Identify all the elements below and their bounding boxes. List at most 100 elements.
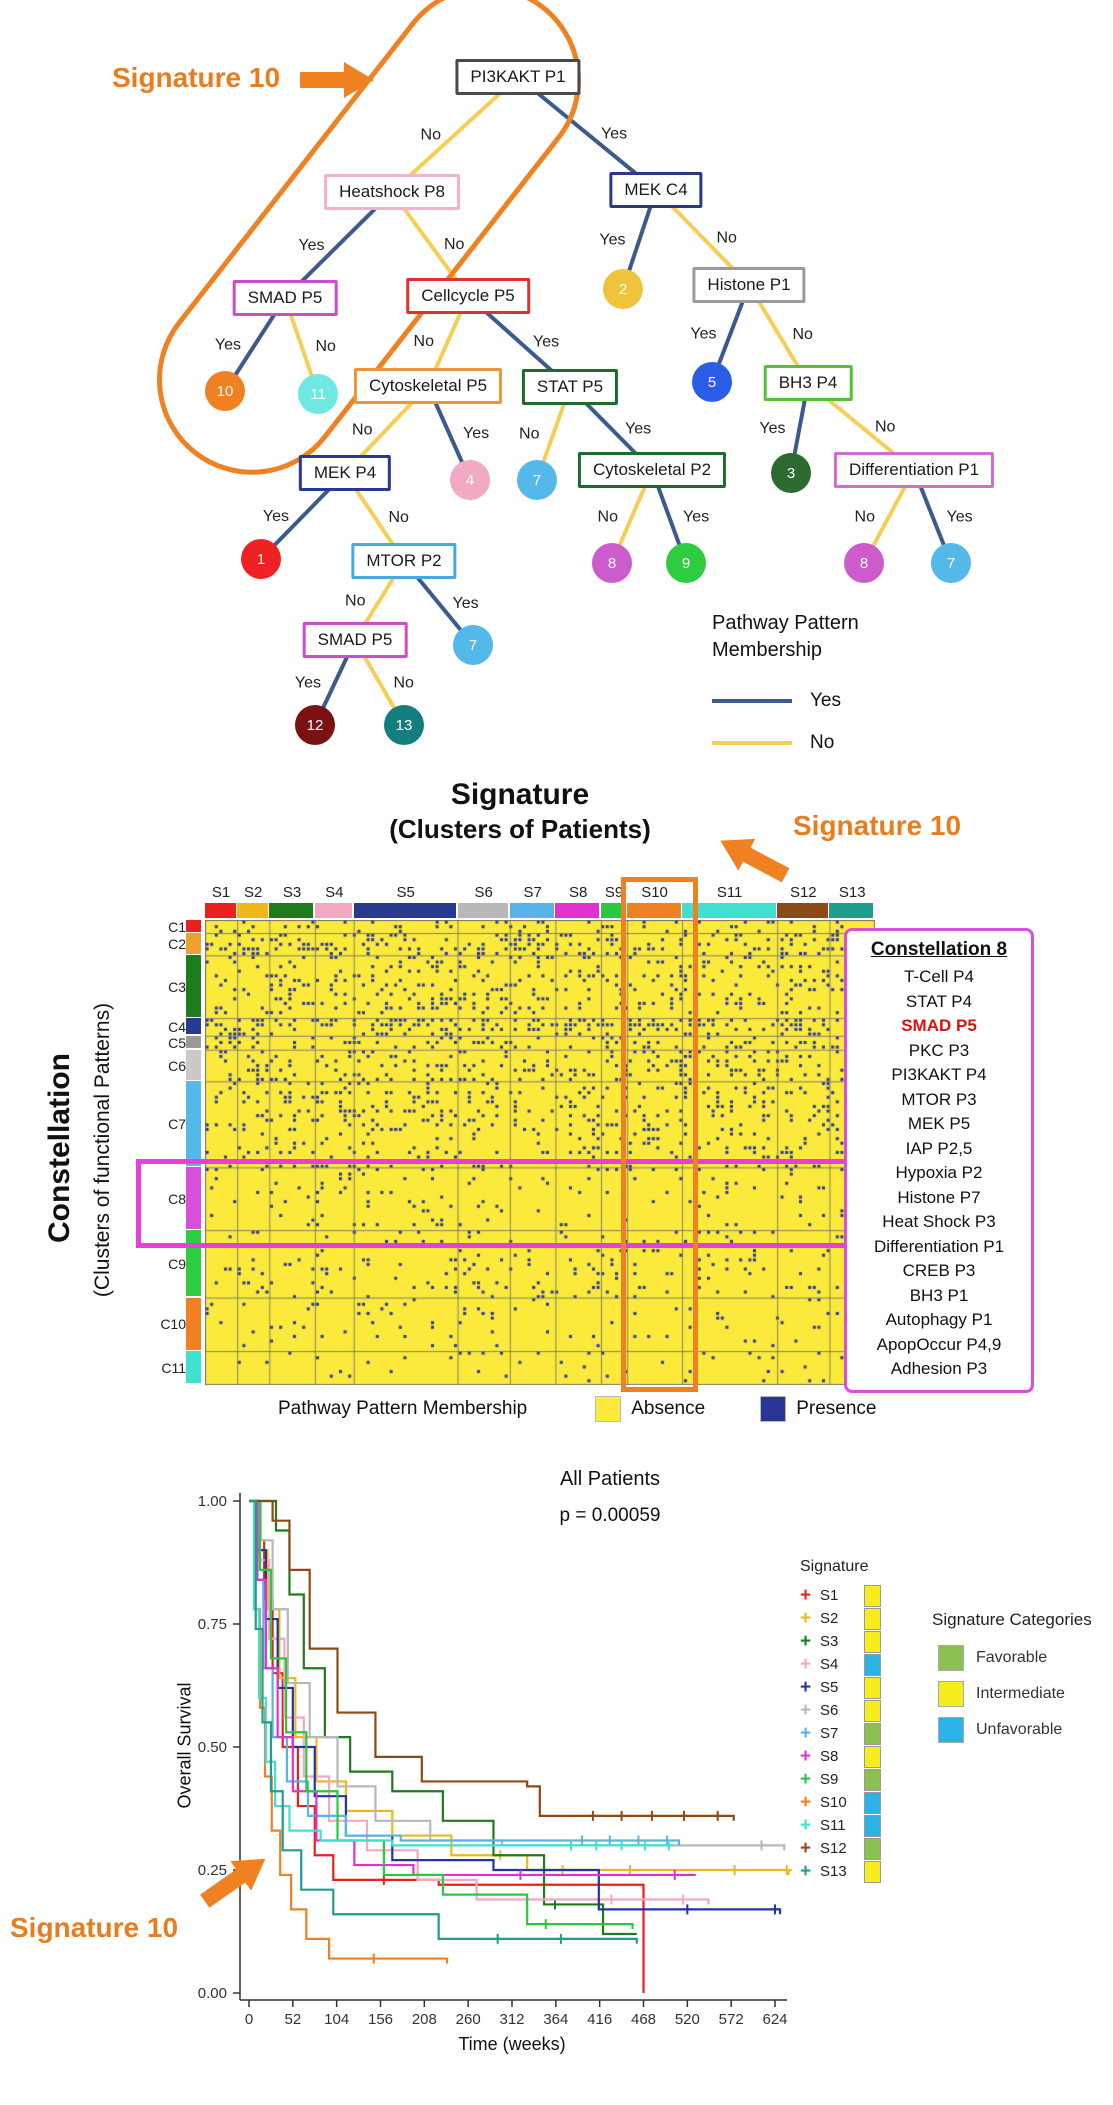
tree-node-cellcycle: Cellcycle P5 — [406, 278, 530, 314]
heatmap-column-label-S8: S8 — [569, 884, 588, 901]
yes-line-icon — [712, 699, 792, 703]
heatmap-row-label-C11: C11 — [161, 1360, 186, 1377]
edge-answer-label: Yes — [215, 337, 241, 354]
edge-answer-label: Yes — [683, 509, 709, 526]
heatmap-row-strip-C5 — [186, 1035, 201, 1049]
legend-series-label: S4 — [820, 1656, 839, 1673]
x-tick-label: 208 — [412, 2011, 437, 2028]
edge-answer-label: No — [414, 333, 435, 350]
edge-answer-label: Yes — [298, 237, 324, 254]
tree-leaf-1: 1 — [241, 539, 281, 579]
heatmap-column-label-S3: S3 — [282, 884, 302, 901]
x-tick-label: 260 — [456, 2011, 481, 2028]
edge-answer-label: Yes — [690, 326, 716, 343]
legend-plus-marker-icon: + — [800, 1723, 812, 1744]
signature-10-label: Signature 10 — [793, 810, 962, 841]
tree-leaf-10: 10 — [205, 371, 245, 411]
legend-item-S8: + S8 — [800, 1745, 881, 1768]
legend-item-S13: + S13 — [800, 1860, 881, 1883]
km-curve-S2 — [249, 1499, 790, 1875]
heatmap-row-strip-C6 — [186, 1049, 201, 1080]
x-tick-label: 364 — [543, 2011, 568, 2028]
heatmap-row-label-C6: C6 — [168, 1057, 186, 1074]
callout-item: MTOR P3 — [901, 1089, 977, 1109]
heatmap-column-strip-S12 — [777, 903, 828, 918]
survival-title: All Patients — [559, 1468, 661, 1490]
tree-leaf-4: 4 — [450, 460, 490, 500]
tree-leaf-2: 2 — [603, 269, 643, 309]
signature-10-label: Signature 10 — [10, 1912, 179, 1943]
edge-answer-label: Yes — [453, 595, 479, 612]
category-swatch-icon — [938, 1645, 964, 1671]
edge-answer-label: Yes — [263, 508, 289, 525]
legend-series-label: S5 — [820, 1679, 839, 1696]
legend-series-label: S13 — [820, 1863, 847, 1880]
x-axis-label: Time (weeks) — [458, 2034, 566, 2054]
edge-answer-label: No — [316, 338, 337, 355]
x-tick-label: 572 — [719, 2011, 744, 2028]
x-tick-label: 0 — [245, 2011, 253, 2028]
edge-answer-label: No — [855, 509, 876, 526]
legend-item-S12: + S12 — [800, 1837, 881, 1860]
signature-10-arrow-icon — [720, 838, 790, 883]
heatmap-row-label-C2: C2 — [168, 936, 186, 953]
heatmap-subtitle: (Clusters of Patients) — [389, 814, 651, 844]
callout-item: PI3KAKT P4 — [891, 1065, 987, 1084]
legend-category-swatch-icon — [864, 1791, 881, 1814]
heatmap-row-label-C7: C7 — [168, 1116, 186, 1133]
absence-swatch-icon — [595, 1396, 622, 1422]
heatmap-column-label-S11: S11 — [716, 884, 743, 901]
legend-plus-marker-icon: + — [800, 1631, 812, 1652]
heatmap-column-strip-S2 — [237, 903, 268, 918]
signature-10-label: Signature 10 — [112, 62, 281, 93]
edge-answer-label: No — [421, 127, 442, 144]
signature-legend-title: Signature — [800, 1558, 869, 1575]
callout-item: Heat Shock P3 — [882, 1212, 996, 1231]
tree-node-bh3: BH3 P4 — [763, 365, 853, 401]
km-curve-S11 — [249, 1499, 671, 1847]
tree-node-stat5: STAT P5 — [521, 369, 619, 405]
heatmap-row-strip-C7 — [186, 1081, 201, 1166]
edge-answer-label: Yes — [533, 334, 559, 351]
heatmap-column-strip-S5 — [353, 903, 457, 918]
signature-legend: + S1 + S2 + S3 + S4 + S5 + S6 + S7 + S8 + S9 + S10 + S11 + S12 +… — [800, 1584, 881, 1883]
signature-categories-legend: Favorable Intermediate Unfavorable — [938, 1640, 1065, 1748]
legend-series-label: S6 — [820, 1702, 839, 1719]
legend-category-swatch-icon — [864, 1630, 881, 1653]
tree-leaf-7: 7 — [453, 625, 493, 665]
callout-item: BH3 P1 — [909, 1285, 969, 1305]
callout-item: ApopOccur P4,9 — [876, 1334, 1002, 1354]
legend-item-S6: + S6 — [800, 1699, 881, 1722]
legend-item-S2: + S2 — [800, 1607, 881, 1630]
edge-answer-label: Yes — [599, 232, 625, 249]
km-curve-S5 — [249, 1499, 782, 1915]
legend-yes-label: Yes — [810, 690, 841, 711]
km-curve-S7 — [249, 1499, 681, 1846]
callout-item: Histone P7 — [897, 1187, 981, 1207]
km-curve-S4 — [249, 1499, 710, 1905]
heatmap-column-strip-S9 — [600, 903, 626, 918]
tree-node-cyto5: Cytoskeletal P5 — [353, 368, 503, 404]
legend-series-label: S8 — [820, 1748, 839, 1765]
legend-plus-marker-icon: + — [800, 1585, 812, 1606]
heatmap-column-label-S1: S1 — [211, 884, 231, 901]
legend-series-label: S3 — [820, 1633, 839, 1650]
y-tick-label: 0.50 — [198, 1739, 227, 1756]
callout-item: STAT P4 — [905, 991, 973, 1011]
heatmap-row-strip-C2 — [186, 933, 201, 954]
heatmap-column-label-S2: S2 — [244, 884, 263, 901]
legend-item-S11: + S11 — [800, 1814, 881, 1837]
heatmap-column-label-S5: S5 — [396, 884, 415, 901]
x-tick-label: 468 — [631, 2011, 656, 2028]
legend-category-swatch-icon — [864, 1699, 881, 1722]
callout-item: CREB P3 — [902, 1261, 976, 1280]
edge-answer-label: No — [598, 509, 619, 526]
tree-edge-yes — [516, 75, 658, 192]
edge-answer-label: No — [793, 326, 814, 343]
edge-answer-label: Yes — [625, 421, 651, 438]
legend-plus-marker-icon: + — [800, 1677, 812, 1698]
presence-label: Presence — [796, 1398, 877, 1419]
legend-category-swatch-icon — [864, 1653, 881, 1676]
legend-item-S3: + S3 — [800, 1630, 881, 1653]
